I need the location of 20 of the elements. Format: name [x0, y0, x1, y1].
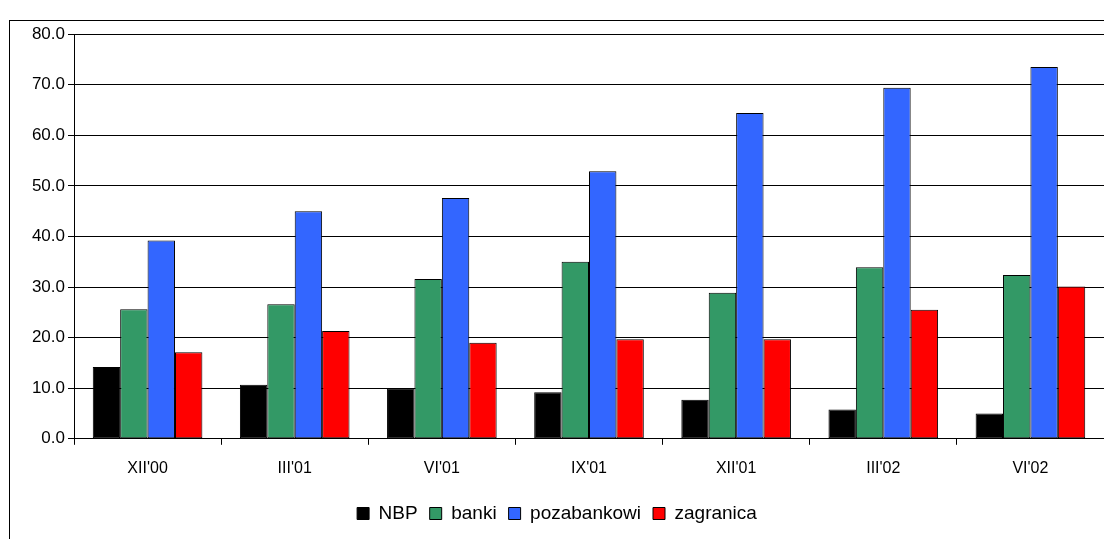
legend-label: pozabankowi	[530, 501, 642, 523]
legend-label: banki	[451, 501, 497, 523]
y-tick-label: 20.0	[31, 327, 65, 347]
y-tick-label: 0.0	[41, 428, 65, 448]
y-tick-label: 80.0	[31, 23, 65, 43]
y-tick-label: 30.0	[31, 276, 65, 296]
y-tick-label: 70.0	[31, 74, 65, 94]
y-tick-label: 40.0	[31, 226, 65, 246]
legend-label: NBP	[378, 501, 418, 523]
x-tick-label: VI'01	[423, 458, 460, 476]
y-tick-label: 10.0	[31, 377, 65, 397]
x-tick-label: IX'01	[571, 458, 608, 476]
x-tick-label: XII'00	[127, 458, 168, 476]
legend-label: zagranica	[674, 501, 758, 523]
y-tick-label: 50.0	[31, 175, 65, 195]
y-tick-label: 60.0	[31, 125, 65, 145]
x-tick-label: III'01	[277, 458, 312, 476]
x-tick-label: VI'02	[1012, 458, 1049, 476]
x-tick-label: III'02	[866, 458, 901, 476]
x-tick-label: XII'01	[715, 458, 757, 476]
